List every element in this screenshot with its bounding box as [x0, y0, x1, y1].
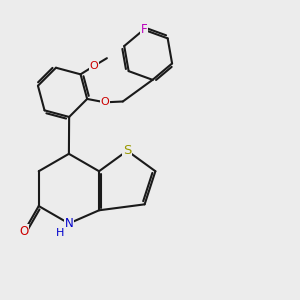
Text: N: N	[64, 217, 73, 230]
Text: H: H	[56, 228, 64, 238]
Text: O: O	[100, 97, 109, 107]
Text: S: S	[123, 144, 131, 157]
Text: O: O	[19, 225, 28, 238]
Text: F: F	[140, 23, 147, 36]
Text: O: O	[90, 61, 98, 71]
